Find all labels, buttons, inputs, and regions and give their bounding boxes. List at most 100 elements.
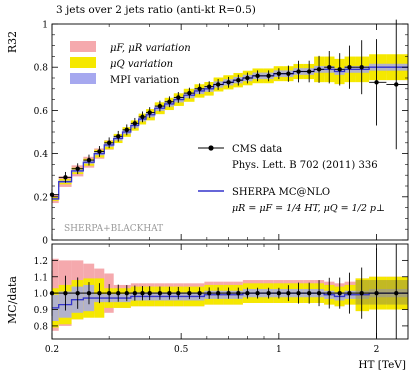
data-point-ratio bbox=[276, 290, 282, 296]
data-point-ratio bbox=[236, 290, 241, 296]
legend: μF, μR variation μQ variation MPI variat… bbox=[64, 41, 385, 234]
data-point-main bbox=[236, 77, 241, 83]
ratio-y-tick-label: 0.8 bbox=[34, 322, 49, 332]
watermark-sherpa-blackhat: SHERPA+BLACKHAT bbox=[64, 224, 163, 234]
data-point-ratio bbox=[206, 290, 212, 296]
legend-cms-reference: Phys. Lett. B 702 (2011) 336 bbox=[232, 160, 378, 171]
main-y-tick-label: 1 bbox=[42, 21, 48, 31]
data-point-main bbox=[276, 71, 282, 76]
data-point-main bbox=[359, 65, 364, 70]
data-point-ratio bbox=[215, 290, 221, 296]
data-point-main bbox=[296, 69, 301, 74]
data-point-ratio bbox=[86, 290, 92, 296]
main-y-axis-label: R32 bbox=[6, 31, 19, 53]
legend-label-sherpa: SHERPA MC@NLO bbox=[232, 187, 330, 198]
data-point-main bbox=[116, 134, 121, 139]
data-point-ratio bbox=[197, 290, 202, 296]
data-point-main bbox=[394, 82, 399, 87]
data-point-main bbox=[197, 86, 202, 92]
main-panel-bands bbox=[52, 54, 408, 204]
ratio-y-tick-label: 1.1 bbox=[34, 273, 48, 283]
data-point-main bbox=[266, 73, 271, 79]
ratio-y-axis-label: MC/data bbox=[6, 276, 19, 324]
mc-line-ratio bbox=[52, 292, 408, 309]
data-point-main bbox=[157, 103, 163, 109]
ratio-y-tick-label: 0.9 bbox=[34, 306, 49, 316]
data-point-ratio bbox=[286, 290, 291, 296]
data-point-ratio bbox=[374, 290, 379, 296]
data-point-ratio bbox=[124, 290, 129, 296]
data-point-main bbox=[245, 75, 250, 81]
data-point-ratio bbox=[226, 290, 231, 296]
data-points bbox=[49, 19, 408, 339]
legend-cms-marker bbox=[208, 145, 214, 151]
data-point-main bbox=[206, 84, 212, 89]
data-point-main bbox=[286, 71, 291, 76]
data-point-ratio bbox=[132, 290, 138, 296]
axis-ticks: 0 0.2 0.4 0.6 0.8 1 0.8 0.9 1.0 1.1 1.2 0.2 0.5 1 2 bbox=[34, 21, 408, 355]
data-point-ratio bbox=[140, 290, 145, 296]
data-point-ratio bbox=[176, 290, 181, 296]
data-point-ratio bbox=[106, 290, 112, 296]
data-point-ratio bbox=[245, 290, 250, 296]
data-point-ratio bbox=[337, 290, 342, 296]
data-point-main bbox=[63, 175, 68, 180]
data-point-ratio bbox=[316, 290, 322, 296]
x-tick-label: 2 bbox=[374, 345, 380, 355]
data-point-ratio bbox=[266, 290, 271, 296]
ratio-panel-frame bbox=[51, 243, 409, 340]
main-y-tick-label: 0.2 bbox=[34, 193, 48, 203]
data-point-main bbox=[306, 69, 312, 74]
data-point-ratio bbox=[394, 290, 399, 296]
legend-label-mpi: MPI variation bbox=[110, 75, 180, 86]
data-point-main bbox=[226, 80, 231, 85]
data-point-ratio bbox=[359, 290, 364, 296]
data-point-ratio bbox=[255, 290, 260, 296]
data-point-ratio bbox=[167, 290, 172, 296]
x-tick-label: 0.5 bbox=[174, 345, 189, 355]
data-point-main bbox=[374, 80, 379, 85]
data-point-main bbox=[316, 67, 322, 72]
data-point-ratio bbox=[347, 290, 352, 296]
main-y-tick-label: 0.8 bbox=[34, 64, 49, 74]
data-point-main bbox=[106, 140, 112, 145]
x-tick-label: 1 bbox=[276, 345, 282, 355]
mc-lines bbox=[52, 66, 408, 309]
data-point-main bbox=[75, 166, 80, 171]
x-tick-label: 0.2 bbox=[45, 345, 59, 355]
x-axis-label: HT [TeV] bbox=[358, 359, 406, 371]
data-point-ratio bbox=[306, 290, 312, 296]
data-point-main bbox=[86, 157, 92, 163]
data-point-ratio bbox=[147, 290, 152, 296]
data-point-ratio bbox=[63, 290, 68, 296]
ratio-y-tick-label: 1.0 bbox=[34, 290, 49, 300]
data-point-main bbox=[167, 99, 172, 104]
legend-label-cms: CMS data bbox=[232, 144, 282, 155]
data-point-ratio bbox=[97, 290, 102, 296]
legend-scale-definition: μR = μF = 1/4 HT, μQ = 1/2 p⊥ bbox=[232, 203, 385, 214]
data-point-ratio bbox=[296, 290, 301, 296]
data-point-ratio bbox=[116, 290, 121, 296]
legend-swatch-muF bbox=[70, 41, 96, 52]
data-point-main bbox=[176, 95, 181, 100]
data-point-ratio bbox=[75, 290, 80, 296]
data-point-main bbox=[97, 149, 102, 154]
data-point-main bbox=[187, 90, 192, 96]
legend-swatch-mpi bbox=[70, 73, 96, 84]
data-point-main bbox=[215, 82, 221, 87]
data-point-main bbox=[124, 127, 129, 133]
data-point-ratio bbox=[187, 290, 192, 296]
ratio-y-tick-label: 1.2 bbox=[34, 257, 48, 267]
data-point-main bbox=[132, 121, 138, 126]
data-point-main bbox=[327, 65, 332, 70]
legend-label-muQ: μQ variation bbox=[110, 59, 173, 70]
data-point-main bbox=[337, 67, 342, 72]
data-point-ratio bbox=[157, 290, 163, 296]
data-point-main bbox=[347, 65, 352, 70]
main-y-tick-label: 0.4 bbox=[34, 150, 49, 160]
data-point-main bbox=[140, 114, 145, 120]
data-point-main bbox=[147, 110, 152, 115]
main-y-tick-label: 0 bbox=[42, 237, 48, 247]
